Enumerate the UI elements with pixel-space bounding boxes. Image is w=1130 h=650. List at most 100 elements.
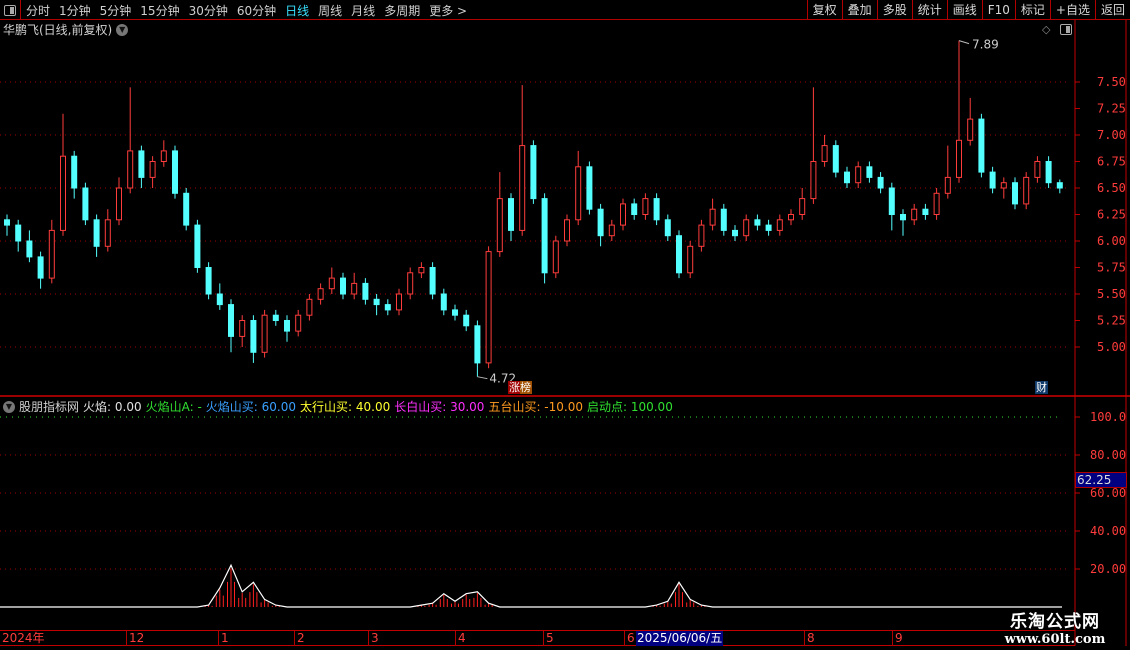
tab-8[interactable]: 月线 — [351, 4, 376, 18]
toolbar-button-3[interactable]: 统计 — [911, 0, 947, 20]
candle-body — [183, 192, 190, 226]
candle-body — [340, 277, 346, 295]
tab-6[interactable]: 日线 — [285, 4, 310, 18]
candle-body — [743, 219, 750, 237]
candle — [272, 309, 279, 326]
tab-3[interactable]: 15分钟 — [140, 4, 180, 18]
candle-body — [844, 171, 850, 184]
indicator-name[interactable]: 股朋指标网 — [19, 400, 80, 414]
toolbar-button-6[interactable]: 标记 — [1014, 0, 1050, 20]
candle — [328, 267, 335, 294]
candle-body — [160, 150, 167, 162]
candle-body — [933, 192, 940, 216]
candle-body — [261, 314, 268, 353]
candle — [664, 214, 671, 241]
candle-body — [1000, 182, 1007, 189]
toolbar-button-0[interactable]: 复权 — [806, 0, 842, 20]
toolbar: 分时 1分钟 5分钟 15分钟 30分钟 60分钟 日线 周线 月线 多周期 更多 > 复权 叠加 多股… — [0, 0, 1130, 20]
candle — [4, 214, 10, 236]
candle-body — [93, 219, 100, 247]
indicator-header: ▼ 股朋指标网 火焰: 0.00 火焰山A: - 火焰山买: 60.00 太行山买: … — [3, 398, 673, 415]
candle — [160, 140, 167, 167]
toolbar-button-4[interactable]: 画线 — [946, 0, 982, 20]
price-tick-label: 6.75 — [1097, 155, 1126, 169]
toolbar-button-8[interactable]: 返回 — [1094, 0, 1130, 20]
candle — [989, 166, 996, 194]
tab-7[interactable]: 周线 — [318, 4, 343, 18]
candle-body — [799, 198, 806, 216]
diamond-icon[interactable]: ◇ — [1042, 23, 1051, 36]
watermark-name: 乐淘公式网 — [1010, 612, 1100, 632]
candle-body — [664, 219, 671, 237]
layout-toggle-button[interactable] — [0, 0, 21, 20]
candle-body — [1012, 182, 1018, 205]
candle — [743, 214, 750, 241]
candle — [519, 85, 526, 236]
candle — [687, 241, 694, 279]
zhangbang-badge[interactable]: 涨榜 — [508, 381, 532, 394]
candle — [1023, 172, 1030, 210]
candle-body — [82, 187, 89, 221]
candle-body — [508, 198, 514, 231]
tab-1[interactable]: 1分钟 — [59, 4, 91, 18]
candle — [799, 188, 806, 220]
candle — [877, 172, 884, 194]
candle — [216, 283, 223, 310]
toolbar-button-2[interactable]: 多股 — [876, 0, 912, 20]
candle — [888, 182, 895, 231]
candle-body — [37, 256, 44, 279]
toolbar-button-7[interactable]: +自选 — [1049, 0, 1095, 20]
tab-2[interactable]: 5分钟 — [99, 4, 132, 18]
candle-body — [900, 214, 906, 221]
candle-body — [127, 150, 134, 189]
candle-body — [60, 155, 66, 231]
candle — [530, 140, 537, 204]
candle-body — [172, 150, 178, 194]
candle — [1000, 177, 1007, 199]
tab-0[interactable]: 分时 — [26, 4, 51, 18]
candle-body — [687, 245, 694, 274]
tab-4[interactable]: 30分钟 — [188, 4, 228, 18]
candle-body — [855, 166, 862, 184]
candle — [911, 203, 918, 226]
tab-5[interactable]: 60分钟 — [236, 4, 277, 18]
candle-body — [776, 219, 783, 231]
watermark: 乐淘公式网 www.60lt.com — [985, 607, 1125, 647]
watermark-url: www.60lt.com — [1004, 632, 1106, 647]
candle — [698, 219, 705, 252]
candle — [93, 214, 100, 257]
price-tick-label: 6.50 — [1097, 181, 1126, 195]
candle-body — [866, 166, 873, 178]
toolbar-button-5[interactable]: F10 — [981, 0, 1015, 20]
candle-body — [1023, 176, 1030, 205]
candle — [855, 161, 862, 188]
indicator-tick-label: 60.00 — [1090, 486, 1126, 500]
finance-badge[interactable]: 财 — [1035, 381, 1048, 394]
indicator-tick-label: 40.00 — [1090, 524, 1126, 538]
time-label: 9 — [892, 631, 903, 646]
tab-10[interactable]: 更多 > — [429, 4, 468, 18]
candle-body — [48, 229, 55, 279]
panel-icon[interactable] — [1060, 24, 1072, 35]
chevron-down-icon[interactable]: ▼ — [116, 23, 129, 36]
candle — [396, 288, 402, 316]
candle — [205, 262, 212, 300]
candle-body — [485, 251, 492, 364]
candle-body — [653, 198, 660, 221]
candle — [127, 87, 134, 194]
candle — [194, 219, 201, 273]
candle — [956, 40, 962, 183]
candle-body — [519, 145, 526, 231]
chevron-down-icon[interactable]: ▼ — [3, 400, 15, 413]
price-tick-label: 7.00 — [1097, 128, 1126, 142]
current-indicator-value: 62.25 — [1075, 472, 1127, 488]
candle-body — [373, 298, 380, 306]
time-label: 3 — [368, 631, 379, 646]
stock-title[interactable]: 华鹏飞(日线,前复权) ▼ — [3, 21, 129, 38]
time-label: 2024年 — [2, 631, 45, 645]
tab-9[interactable]: 多周期 — [384, 4, 421, 18]
candle — [676, 230, 682, 279]
toolbar-button-1[interactable]: 叠加 — [841, 0, 877, 20]
candle-body — [306, 298, 313, 316]
